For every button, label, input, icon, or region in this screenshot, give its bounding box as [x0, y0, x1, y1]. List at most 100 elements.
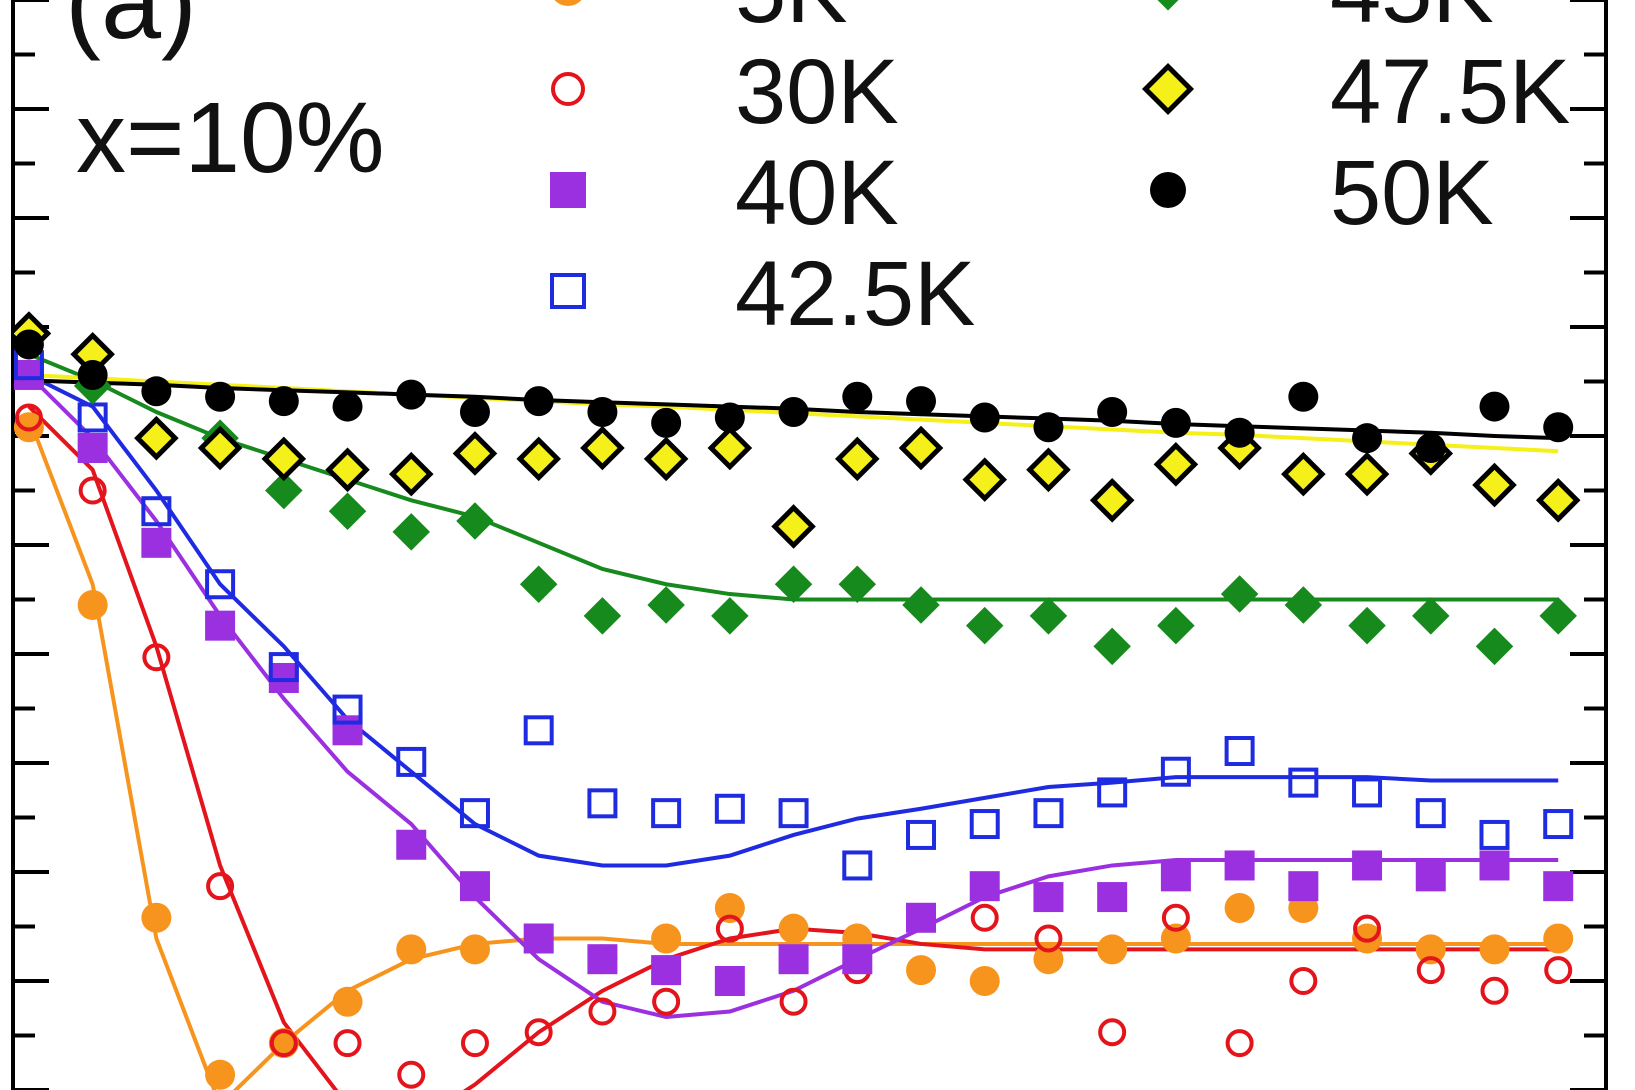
point	[268, 652, 299, 683]
point	[134, 415, 179, 461]
point	[1543, 923, 1574, 954]
point	[523, 715, 554, 746]
point	[1161, 903, 1190, 932]
point	[842, 850, 873, 881]
point	[580, 425, 625, 471]
point	[396, 379, 427, 410]
point	[332, 715, 363, 746]
point	[14, 412, 44, 443]
point	[842, 381, 873, 412]
point	[1033, 798, 1064, 829]
point	[1093, 627, 1131, 666]
legend-marker	[1141, 62, 1195, 116]
point	[205, 610, 236, 641]
point	[1288, 767, 1319, 798]
point	[1224, 736, 1255, 767]
point	[452, 431, 498, 476]
point	[651, 798, 682, 829]
point	[1224, 417, 1255, 448]
point	[771, 504, 816, 549]
point	[842, 944, 873, 975]
point	[397, 1060, 426, 1089]
point	[587, 397, 618, 428]
point	[714, 966, 745, 996]
point	[523, 386, 554, 417]
point	[1416, 956, 1445, 985]
point	[1160, 756, 1191, 787]
point	[1034, 924, 1063, 953]
point	[1543, 809, 1574, 840]
point	[197, 425, 243, 471]
point	[14, 403, 43, 432]
point	[1479, 934, 1510, 965]
point	[396, 934, 427, 965]
point	[333, 1029, 362, 1058]
point	[898, 425, 944, 471]
point	[1033, 882, 1064, 913]
point	[779, 987, 808, 1016]
point	[205, 381, 236, 412]
point	[1352, 777, 1383, 808]
point	[1544, 956, 1573, 985]
point	[1352, 423, 1383, 454]
point	[459, 798, 490, 829]
point	[1225, 1029, 1254, 1058]
point	[707, 425, 753, 471]
point	[1479, 391, 1510, 422]
point	[1288, 871, 1319, 902]
point	[1224, 850, 1255, 881]
point	[715, 914, 744, 943]
point	[587, 944, 618, 975]
point	[906, 386, 937, 417]
point	[1220, 575, 1259, 613]
point	[14, 359, 44, 390]
point	[1097, 777, 1128, 808]
point	[459, 871, 490, 902]
point	[77, 432, 108, 463]
legend-marker	[1157, 0, 1179, 11]
point	[205, 569, 236, 600]
point	[1157, 606, 1195, 645]
point	[1089, 478, 1135, 523]
point	[141, 496, 172, 527]
point	[78, 476, 107, 505]
point	[778, 913, 809, 944]
point	[969, 871, 1000, 902]
point	[332, 391, 363, 422]
point	[77, 589, 108, 620]
point	[1284, 586, 1323, 624]
point	[1412, 597, 1450, 635]
point	[583, 597, 622, 635]
point	[588, 997, 617, 1026]
point	[332, 694, 363, 725]
point	[1479, 850, 1510, 881]
point	[778, 798, 809, 829]
point	[906, 902, 937, 933]
point	[652, 987, 681, 1016]
point	[14, 329, 44, 360]
point	[643, 436, 689, 482]
point	[774, 565, 813, 603]
point	[906, 819, 937, 850]
point	[714, 793, 745, 824]
legend-label: 42.5K	[735, 243, 975, 345]
point	[1097, 934, 1128, 965]
point	[902, 586, 940, 624]
point	[1479, 819, 1510, 850]
point	[1344, 451, 1390, 497]
point	[142, 643, 171, 672]
point	[1160, 407, 1191, 438]
point	[1415, 861, 1446, 892]
point	[459, 934, 490, 965]
point	[328, 492, 367, 530]
point	[459, 397, 490, 428]
point	[1352, 850, 1383, 881]
point	[392, 513, 430, 551]
point	[969, 809, 1000, 840]
point	[962, 457, 1008, 502]
point	[1535, 478, 1581, 523]
point	[651, 923, 682, 954]
legend-marker	[551, 72, 585, 106]
